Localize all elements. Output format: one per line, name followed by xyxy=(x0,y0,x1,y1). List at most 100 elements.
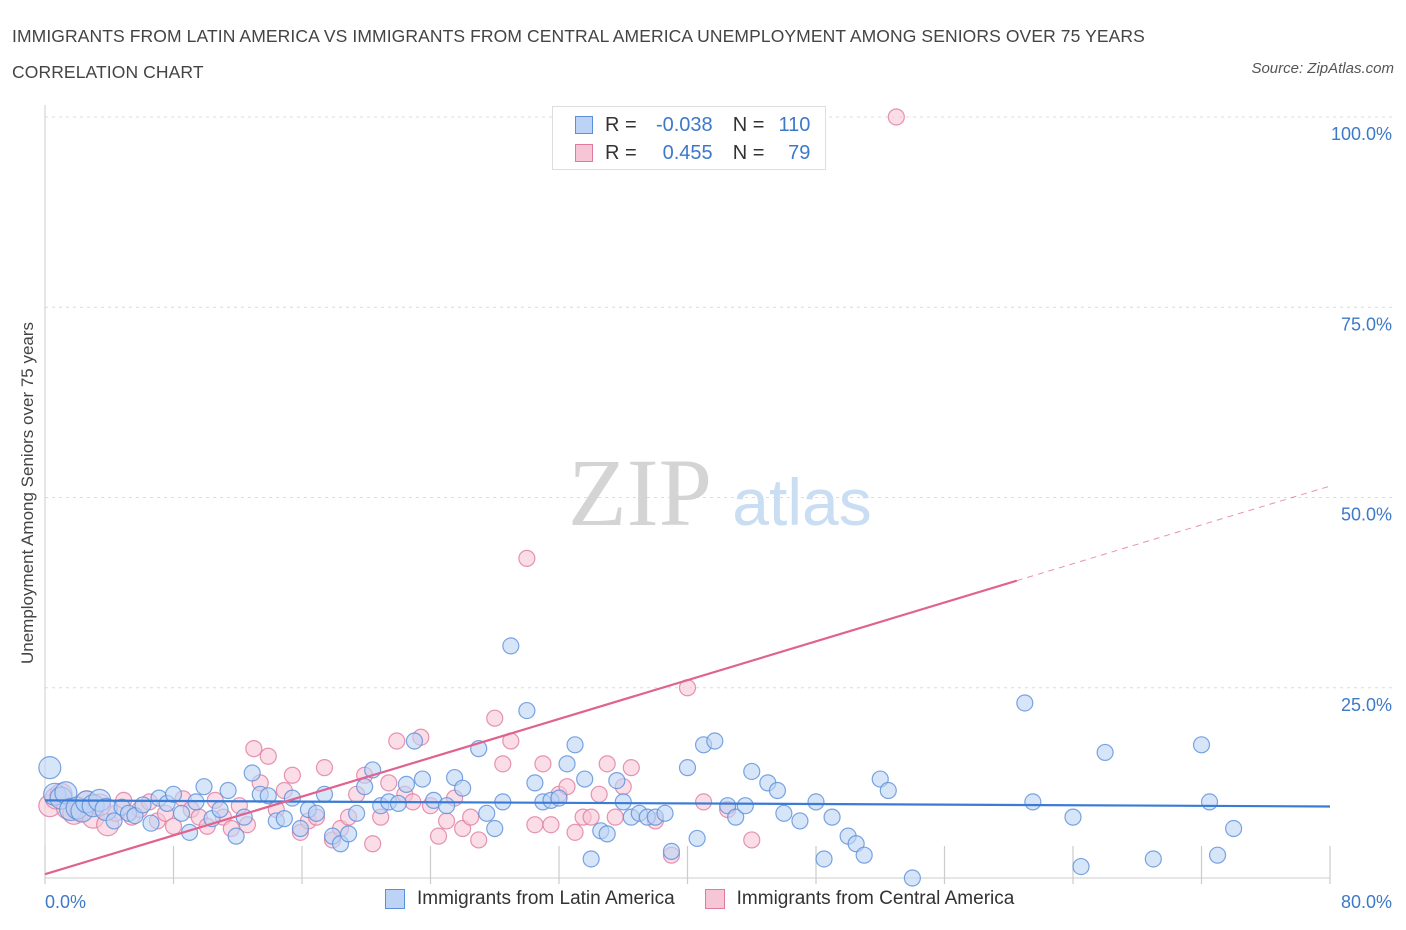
central-america-point xyxy=(388,732,406,750)
legend-n-label: N = xyxy=(732,141,765,164)
latin-america-point xyxy=(134,796,152,814)
latin-america-point xyxy=(1064,808,1082,826)
trend-line-central-america xyxy=(44,579,1018,876)
latin-america-point xyxy=(823,808,841,826)
latin-america-point xyxy=(1225,819,1243,838)
central-america-point xyxy=(245,740,263,758)
x-tick-label: 0.0% xyxy=(45,892,86,912)
latin-america-point xyxy=(437,797,456,815)
central-america-point xyxy=(259,747,277,765)
central-america-point xyxy=(380,774,398,792)
central-america-point xyxy=(606,808,624,826)
latin-america-point xyxy=(678,759,697,777)
latin-america-point xyxy=(582,850,600,868)
latin-america-point xyxy=(172,804,191,822)
legend-swatch-pink xyxy=(575,144,593,162)
x-tick-label: 80.0% xyxy=(1341,892,1392,912)
latin-america-point xyxy=(348,804,366,822)
central-america-point xyxy=(582,808,600,826)
latin-america-point xyxy=(558,755,576,773)
legend-r-value: -0.038 xyxy=(655,113,713,136)
legend-swatch-blue xyxy=(385,889,405,909)
latin-america-point xyxy=(1144,850,1162,868)
legend-r-value: 0.455 xyxy=(662,141,713,164)
latin-america-point xyxy=(291,819,309,838)
latin-america-point xyxy=(807,793,825,811)
latin-america-point xyxy=(1016,694,1034,712)
latin-america-point xyxy=(768,781,787,800)
latin-america-point xyxy=(815,850,833,868)
legend-n-value: 79 xyxy=(788,141,811,164)
series-legend: Immigrants from Latin America Immigrants… xyxy=(385,888,1044,910)
central-america-point xyxy=(429,827,448,845)
central-america-point xyxy=(534,755,552,773)
latin-america-point xyxy=(706,732,724,750)
axes xyxy=(44,105,1331,884)
central-america-point xyxy=(598,755,616,773)
latin-america-point xyxy=(243,764,261,782)
series-latin-america-points xyxy=(38,637,1243,887)
latin-america-point xyxy=(743,762,761,781)
correlation-legend: R = -0.038 N = 110 R = 0.455 N = 79 xyxy=(552,106,826,170)
latin-america-point xyxy=(775,804,793,822)
latin-america-point xyxy=(518,701,536,720)
legend-n-label: N = xyxy=(732,113,765,136)
central-america-point xyxy=(437,812,456,830)
latin-america-point xyxy=(879,781,897,800)
central-america-point xyxy=(494,755,512,773)
latin-america-point xyxy=(614,793,632,811)
latin-america-point xyxy=(211,800,229,819)
latin-america-point xyxy=(1200,793,1219,811)
legend-row-latin-america: R = -0.038 N = 110 xyxy=(575,111,810,139)
latin-america-point xyxy=(339,825,358,843)
latin-america-point xyxy=(389,794,407,813)
watermark-zip: ZIP xyxy=(568,439,712,546)
central-america-point xyxy=(743,831,761,849)
legend-row-central-america: R = 0.455 N = 79 xyxy=(575,139,810,167)
y-tick-label: 25.0% xyxy=(1341,695,1392,715)
latin-america-point xyxy=(142,814,160,832)
latin-america-point xyxy=(656,804,674,822)
latin-america-point xyxy=(903,869,921,887)
latin-america-point xyxy=(195,778,213,796)
latin-america-point xyxy=(397,775,416,793)
latin-america-point xyxy=(1096,743,1114,762)
legend-r-label: R = xyxy=(605,141,637,164)
legend-swatch-pink xyxy=(704,889,725,909)
chart-title: IMMIGRANTS FROM LATIN AMERICA VS IMMIGRA… xyxy=(12,26,1145,82)
central-america-point xyxy=(590,785,608,803)
latin-america-point xyxy=(526,774,544,792)
latin-america-point xyxy=(1072,857,1090,876)
latin-america-point xyxy=(307,804,326,822)
latin-america-point xyxy=(1192,736,1211,754)
trend-lines xyxy=(44,485,1331,876)
y-tick-label: 75.0% xyxy=(1341,314,1392,334)
latin-america-point xyxy=(164,785,183,803)
central-america-point xyxy=(470,831,488,849)
latin-america-point xyxy=(1024,793,1042,811)
latin-america-point xyxy=(727,808,745,826)
latin-america-point xyxy=(413,770,432,788)
latin-america-point xyxy=(38,756,62,780)
latin-america-point xyxy=(598,825,616,843)
trend-line-central-america-extension xyxy=(1016,485,1331,582)
y-tick-label: 50.0% xyxy=(1341,505,1392,525)
central-america-point xyxy=(887,108,905,126)
latin-america-point xyxy=(608,771,626,790)
latin-america-point xyxy=(688,829,706,848)
latin-america-point xyxy=(791,812,809,830)
latin-america-point xyxy=(105,812,123,830)
latin-america-point xyxy=(478,804,496,822)
legend-n-value: 110 xyxy=(778,113,811,136)
latin-america-point xyxy=(502,637,520,655)
latin-america-point xyxy=(454,779,472,797)
source-note: Source: ZipAtlas.com xyxy=(1251,60,1394,77)
legend-swatch-blue xyxy=(575,116,593,134)
central-america-point xyxy=(542,816,560,834)
central-america-point xyxy=(566,823,584,841)
watermark: ZIP atlas xyxy=(568,439,872,546)
legend-item-latin-america: Immigrants from Latin America xyxy=(385,888,675,910)
latin-america-point xyxy=(566,736,584,754)
latin-america-point xyxy=(227,827,245,845)
